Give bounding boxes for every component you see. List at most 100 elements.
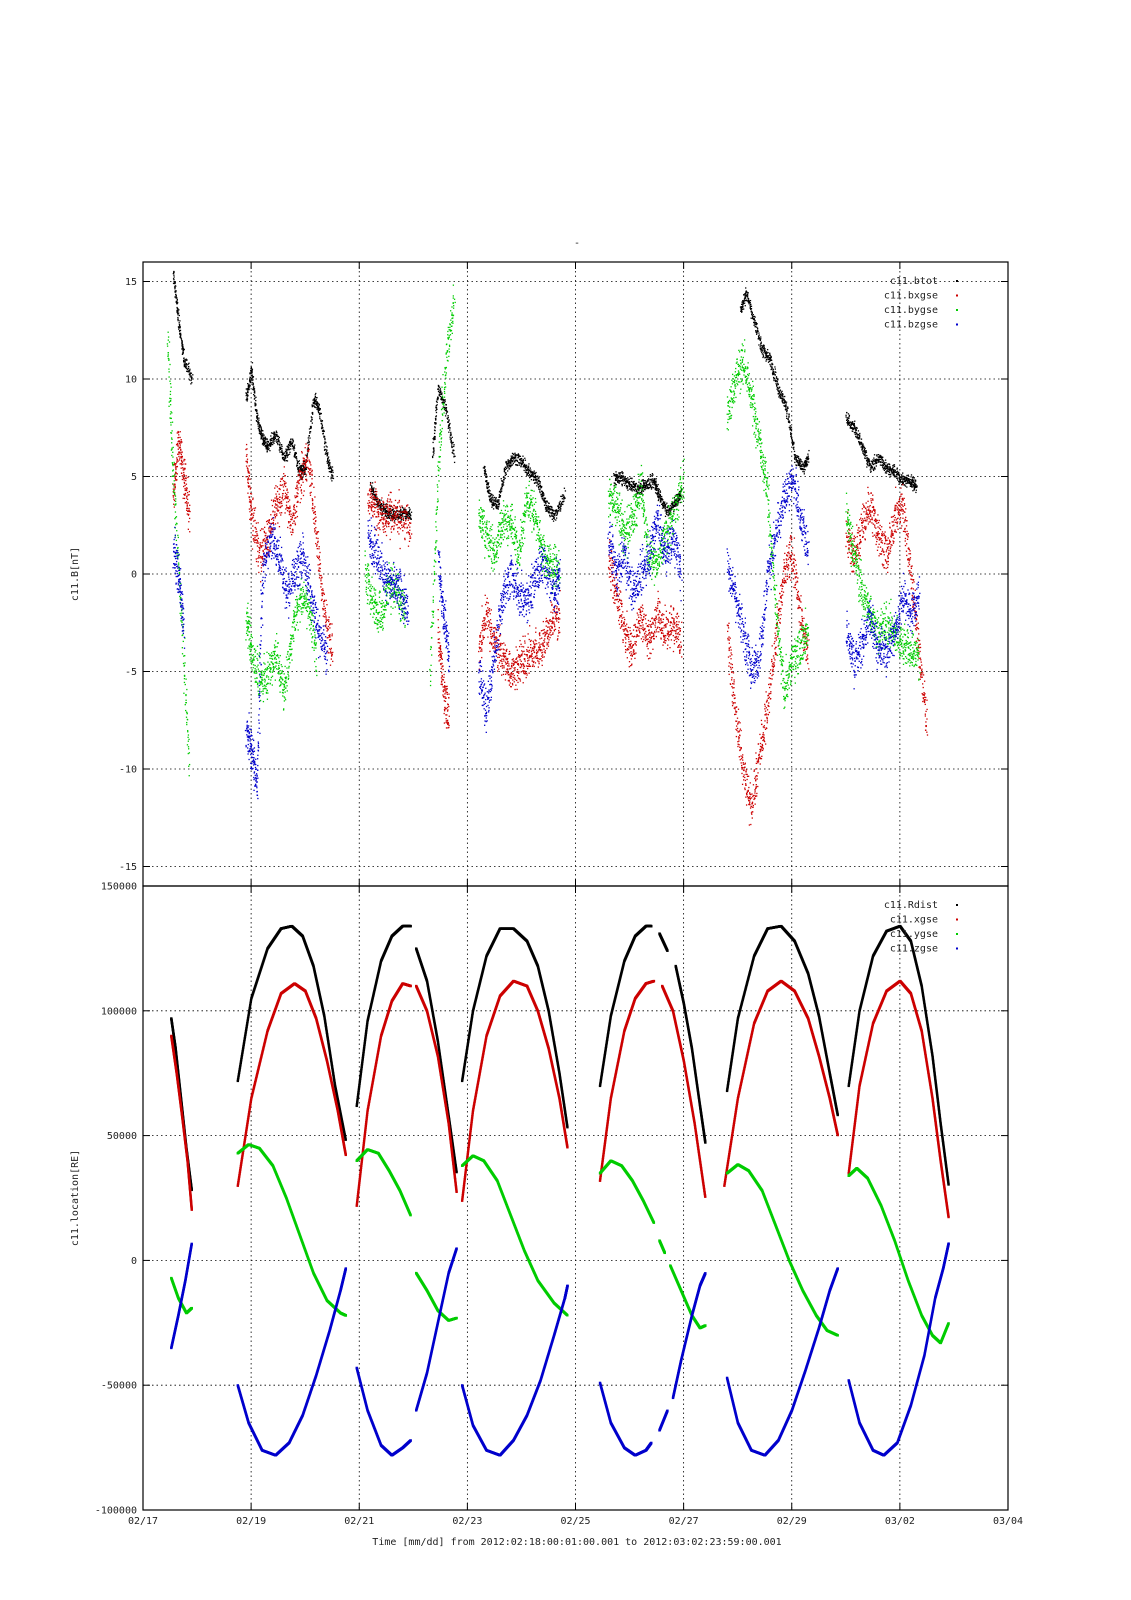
data-point — [305, 478, 307, 481]
data-point — [249, 378, 251, 380]
data-point — [504, 469, 506, 471]
data-point — [439, 648, 442, 650]
data-point — [442, 401, 444, 404]
data-point — [524, 466, 527, 469]
data-point — [648, 482, 651, 485]
data-point — [317, 564, 319, 566]
data-point — [312, 510, 314, 512]
data-point — [174, 494, 176, 496]
data-point — [646, 480, 649, 482]
data-point — [617, 481, 619, 483]
data-point — [870, 466, 872, 468]
data-point — [893, 476, 896, 478]
data-point — [176, 465, 179, 468]
data-point — [268, 522, 271, 524]
data-point — [747, 299, 750, 301]
data-point — [286, 451, 288, 454]
data-point — [866, 460, 868, 462]
data-point — [329, 623, 331, 625]
data-point — [560, 505, 562, 507]
data-point — [559, 508, 561, 511]
data-point — [560, 495, 562, 498]
data-point — [318, 403, 320, 405]
data-point — [441, 672, 443, 674]
data-point — [632, 485, 634, 488]
data-point — [286, 488, 288, 490]
data-point — [258, 428, 261, 430]
data-point — [375, 504, 377, 506]
data-point — [174, 477, 176, 480]
data-point — [851, 427, 853, 429]
data-point — [269, 550, 272, 553]
data-point — [492, 498, 494, 500]
data-point — [847, 417, 849, 419]
data-point — [187, 528, 190, 530]
data-point — [385, 534, 388, 537]
data-point — [669, 510, 672, 512]
data-point — [402, 525, 405, 527]
data-point — [272, 441, 274, 443]
data-point — [286, 456, 289, 458]
data-point — [541, 495, 543, 497]
data-point — [873, 460, 875, 462]
data-point — [246, 467, 249, 469]
data-point — [649, 479, 651, 481]
data-point — [404, 523, 406, 525]
data-point — [315, 400, 317, 403]
data-point — [374, 498, 376, 501]
data-point — [277, 498, 279, 500]
data-point — [664, 515, 667, 518]
data-point — [447, 723, 449, 725]
data-point — [375, 499, 378, 501]
data-point — [901, 484, 903, 486]
data-point — [267, 549, 270, 551]
data-point — [807, 456, 809, 458]
data-point — [856, 433, 858, 436]
data-point — [499, 490, 501, 492]
data-point — [790, 435, 792, 437]
data-point — [777, 382, 779, 385]
data-point — [777, 387, 779, 390]
data-point — [251, 534, 254, 536]
data-point — [616, 479, 618, 482]
data-point — [316, 556, 319, 559]
data-point — [314, 529, 316, 532]
data-point — [173, 279, 175, 281]
data-point — [439, 653, 442, 655]
data-point — [179, 452, 181, 454]
data-point — [255, 535, 257, 537]
data-point — [487, 482, 490, 484]
data-point — [746, 300, 748, 302]
data-point — [292, 440, 295, 442]
data-point — [301, 469, 304, 471]
data-point — [900, 481, 902, 483]
data-point — [484, 625, 486, 627]
data-point — [271, 527, 273, 529]
data-point — [291, 442, 293, 445]
data-point — [302, 464, 304, 467]
data-point — [885, 464, 887, 467]
data-point — [263, 439, 266, 442]
data-point — [674, 505, 676, 507]
data-point — [290, 443, 293, 446]
data-point — [288, 510, 290, 513]
data-point — [387, 512, 389, 514]
data-point — [285, 496, 287, 498]
data-point — [390, 518, 392, 520]
data-point — [264, 445, 266, 447]
data-point — [485, 473, 487, 475]
data-point — [184, 459, 186, 461]
data-point — [790, 436, 792, 438]
data-point — [177, 441, 179, 443]
data-point — [679, 499, 681, 501]
data-point — [440, 655, 442, 657]
data-point — [310, 484, 312, 487]
data-point — [756, 332, 758, 334]
data-point — [808, 461, 810, 463]
data-point — [668, 511, 670, 513]
data-point — [906, 474, 908, 477]
data-point — [648, 486, 651, 489]
data-point — [387, 509, 389, 511]
data-point — [317, 570, 320, 572]
data-point — [300, 466, 303, 468]
